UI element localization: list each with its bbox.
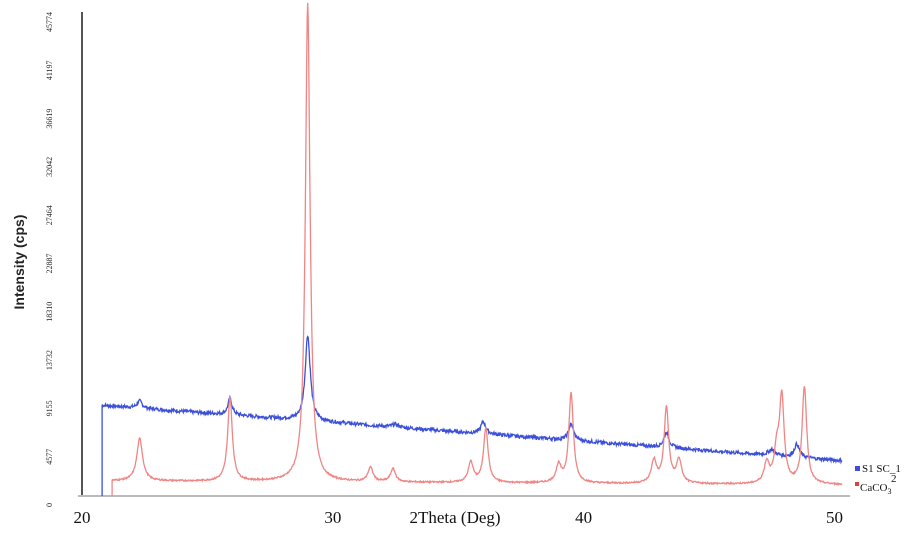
- y-tick-label: 22887: [45, 254, 54, 274]
- legend: S1 SC_1 CaCO3 2: [855, 463, 901, 496]
- x-tick-label: 50: [826, 508, 843, 527]
- y-tick-label: 18310: [45, 302, 54, 322]
- x-tick-label: 30: [324, 508, 341, 527]
- y-tick-label: 36619: [45, 109, 54, 129]
- axes: [78, 12, 850, 497]
- y-tick-label: 0: [45, 503, 54, 507]
- y-tick-label: 45774: [45, 12, 54, 32]
- y-tick-labels: 0 4577 9155 13732 18310 22887 27464 32042 36619 4…: [45, 12, 54, 507]
- series-line-s1-sc-1: [101, 335, 843, 496]
- x-tick-label: 20: [74, 508, 91, 527]
- x-axis-label: 2Theta (Deg): [409, 508, 500, 527]
- legend-label-caco3-subscript: 3: [888, 487, 892, 496]
- x-tick-labels: 20 30 40 50: [74, 508, 843, 527]
- legend-label-caco3-base: CaCO: [860, 482, 888, 494]
- legend-label-caco3: CaCO3: [860, 482, 892, 496]
- series-layer: [101, 2, 843, 496]
- y-tick-label: 41197: [45, 60, 54, 80]
- y-tick-label: 13732: [45, 350, 54, 370]
- legend-label-s1-sc-1: S1 SC_1: [862, 463, 901, 475]
- y-axis-label: Intensity (cps): [11, 215, 27, 310]
- series-line-caco3: [111, 2, 843, 496]
- x-tick-label: 40: [575, 508, 592, 527]
- y-tick-label: 4577: [45, 449, 54, 465]
- y-tick-label: 9155: [45, 400, 54, 416]
- legend-swatch-caco3: [855, 482, 859, 486]
- y-tick-label: 32042: [45, 157, 54, 177]
- legend-label-caco3-superscript: 2: [891, 473, 897, 485]
- y-tick-label: 27464: [45, 205, 54, 225]
- legend-swatch-s1-sc-1: [855, 466, 860, 471]
